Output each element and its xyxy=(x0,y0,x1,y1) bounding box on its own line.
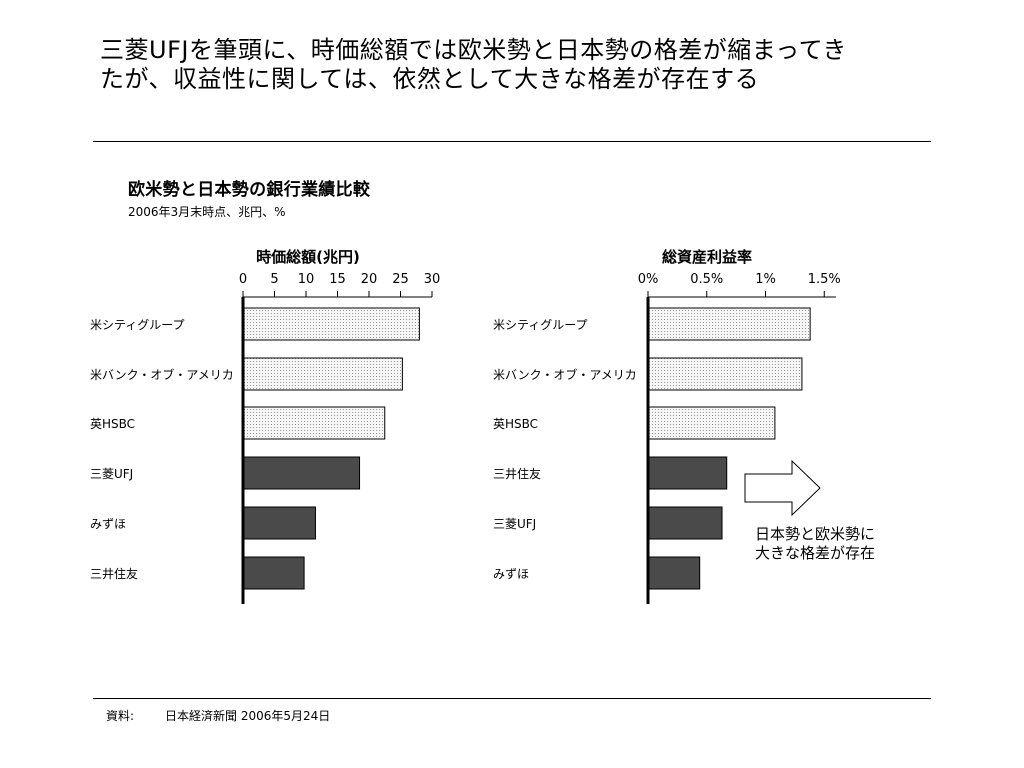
x-tick-label: 1% xyxy=(755,272,776,287)
x-tick-label: 0 xyxy=(239,272,247,287)
x-tick-label: 0.5% xyxy=(690,272,723,287)
bottom-divider xyxy=(93,698,931,699)
bar xyxy=(242,506,316,540)
bar xyxy=(647,456,728,490)
headline-line-1: 三菱UFJを筆頭に、時価総額では欧米勢と日本勢の格差が縮まってき xyxy=(100,36,847,64)
bar xyxy=(647,406,776,440)
x-tick-label: 10 xyxy=(298,272,315,287)
market-cap-chart: 時価総額(兆円) 0 5 10 15 20 25 30 米シティグループ米バンク・オブ・アメリカ… xyxy=(90,248,440,604)
category-label: みずほ xyxy=(90,517,126,531)
bar xyxy=(242,556,305,590)
x-tick-label: 25 xyxy=(392,272,409,287)
x-tick-label: 0% xyxy=(638,272,659,287)
chart-title: 総資産利益率 xyxy=(662,248,752,266)
category-label: 英HSBC xyxy=(493,417,538,431)
bar xyxy=(242,307,420,341)
category-label: 三井住友 xyxy=(493,467,541,481)
annotation-line-2: 大きな格差が存在 xyxy=(755,544,875,562)
top-divider xyxy=(93,141,931,142)
bar xyxy=(647,506,723,540)
figure-title: 欧米勢と日本勢の銀行業績比較 xyxy=(128,180,371,200)
x-tick-label: 1.5% xyxy=(808,272,841,287)
gap-arrow xyxy=(744,459,821,517)
annotation-line-1: 日本勢と欧米勢に xyxy=(755,525,875,543)
category-label: 英HSBC xyxy=(90,417,135,431)
category-label: みずほ xyxy=(493,567,529,581)
headline: 三菱UFJを筆頭に、時価総額では欧米勢と日本勢の格差が縮まってき たが、収益性に… xyxy=(100,36,940,94)
bar xyxy=(647,307,811,341)
bar xyxy=(242,406,386,440)
category-label: 三菱UFJ xyxy=(90,467,133,481)
bar xyxy=(647,556,701,590)
x-tick-label: 20 xyxy=(361,272,378,287)
x-tick-label: 15 xyxy=(329,272,346,287)
category-label: 米バンク・オブ・アメリカ xyxy=(90,367,234,382)
category-label: 三菱UFJ xyxy=(493,517,536,531)
source-text: 日本経済新聞 2006年5月24日 xyxy=(165,709,331,723)
category-label: 三井住友 xyxy=(90,567,138,581)
figure-subtitle: 2006年3月末時点、兆円、% xyxy=(128,205,286,219)
x-tick-label: 30 xyxy=(424,272,441,287)
bar xyxy=(242,357,403,391)
category-label: 米シティグループ xyxy=(493,318,588,332)
bar xyxy=(647,357,803,391)
right-arrow-icon xyxy=(744,459,821,517)
category-label: 米シティグループ xyxy=(90,318,185,332)
x-tick-label: 5 xyxy=(270,272,278,287)
headline-line-2: たが、収益性に関しては、依然として大きな格差が存在する xyxy=(100,65,760,93)
bar xyxy=(242,456,361,490)
chart-title: 時価総額(兆円) xyxy=(256,248,360,266)
category-label: 米バンク・オブ・アメリカ xyxy=(493,367,637,382)
source-label: 資料: xyxy=(106,709,135,723)
